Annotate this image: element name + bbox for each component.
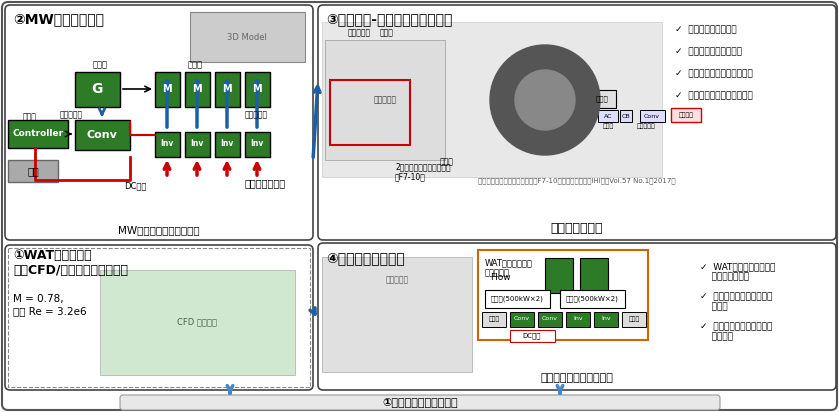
Bar [594, 312, 618, 327]
Text: ①WATコンセプト
全機CFD/対応遷音速風洞試験: ①WATコンセプト 全機CFD/対応遷音速風洞試験 [13, 249, 128, 277]
Text: M = 0.78,
風洞 Re = 3.2e6: M = 0.78, 風洞 Re = 3.2e6 [13, 294, 86, 316]
Text: MW級発電電動機試験装置: MW級発電電動機試験装置 [118, 225, 200, 235]
Text: 遮断器: 遮断器 [602, 123, 613, 129]
Bar [560, 290, 625, 308]
Text: Inv: Inv [602, 316, 611, 321]
Text: モータ: モータ [187, 61, 202, 70]
Bar [215, 132, 240, 157]
Text: 2軸ターボファンエンジン
（F7-10）: 2軸ターボファンエンジン （F7-10） [395, 162, 451, 182]
Text: 制御器: 制御器 [628, 316, 639, 322]
Text: DCバス: DCバス [124, 182, 146, 190]
Bar [75, 120, 130, 150]
Text: 供試体を組込み: 供試体を組込み [245, 178, 286, 188]
Bar [588, 90, 616, 108]
Text: G: G [91, 82, 102, 96]
Bar [245, 132, 270, 157]
Text: ④高空環境実証試験: ④高空環境実証試験 [326, 251, 404, 265]
Text: ①実機システム性能評価: ①実機システム性能評価 [383, 398, 458, 408]
FancyBboxPatch shape [120, 395, 720, 410]
Text: ✓  発電機の出力性能計測: ✓ 発電機の出力性能計測 [675, 47, 742, 56]
Text: Inv: Inv [221, 140, 234, 148]
Text: ②MW級供試体試験: ②MW級供試体試験 [13, 12, 104, 26]
Bar [322, 257, 472, 372]
Bar [671, 108, 701, 122]
Text: DC電源: DC電源 [523, 333, 541, 339]
Text: Inv: Inv [250, 140, 263, 148]
Text: Conv: Conv [644, 113, 660, 119]
Bar [215, 72, 240, 107]
Text: Conv: Conv [542, 316, 558, 321]
Bar [478, 250, 648, 340]
Text: M: M [192, 84, 202, 94]
Text: ✓  模擬故障時の保護機能実証: ✓ 模擬故障時の保護機能実証 [675, 91, 753, 101]
FancyBboxPatch shape [318, 243, 836, 390]
Bar [155, 132, 180, 157]
Bar [185, 132, 210, 157]
Bar [598, 110, 618, 122]
Bar [330, 80, 410, 145]
Text: M: M [162, 84, 172, 94]
Text: 発電機: 発電機 [92, 61, 107, 70]
FancyBboxPatch shape [5, 245, 313, 390]
Bar [100, 270, 295, 375]
Text: 尾部ファン: 尾部ファン [385, 276, 409, 285]
Bar [155, 72, 180, 107]
Bar [8, 160, 58, 182]
FancyBboxPatch shape [318, 5, 836, 240]
Text: Flow: Flow [490, 274, 511, 283]
Text: 電力源システム: 電力源システム [550, 222, 603, 234]
Text: 主エンジン: 主エンジン [348, 28, 371, 37]
Bar [545, 258, 573, 293]
Text: ✓  WATナセル内相当環境
    （低温・低圧）: ✓ WATナセル内相当環境 （低温・低圧） [700, 262, 775, 281]
Bar [510, 330, 555, 342]
Bar [185, 72, 210, 107]
Text: 電力負荷: 電力負荷 [679, 112, 694, 118]
Text: ✓  電動機の出力・冷却性能
    の計測: ✓ 電動機の出力・冷却性能 の計測 [700, 292, 773, 311]
Text: エンジン図出典：坪本、森脇、F7-10エンジンの設計、IHI技報Vol.57 No.1（2017）: エンジン図出典：坪本、森脇、F7-10エンジンの設計、IHI技報Vol.57 N… [478, 178, 675, 184]
Bar [640, 110, 665, 122]
Text: 3D Model: 3D Model [227, 33, 267, 42]
Text: 発電機: 発電機 [440, 157, 454, 166]
Text: M: M [253, 84, 262, 94]
Bar [566, 312, 590, 327]
Text: Conv: Conv [514, 316, 530, 321]
Bar [8, 120, 68, 148]
Text: 制御器: 制御器 [23, 112, 37, 122]
Text: M: M [222, 84, 232, 94]
Text: Inv: Inv [190, 140, 204, 148]
Text: ✓  発電時のエンジン性能計測: ✓ 発電時のエンジン性能計測 [675, 70, 753, 79]
Bar [538, 312, 562, 327]
Text: 主エンジン: 主エンジン [373, 96, 397, 105]
Bar [75, 72, 120, 107]
Text: AC: AC [604, 113, 612, 119]
Text: 発電機: 発電機 [380, 28, 393, 37]
Text: 電力変換器: 電力変換器 [637, 123, 655, 129]
Bar [510, 312, 534, 327]
Text: CFD 解析結果: CFD 解析結果 [177, 318, 217, 326]
Text: WATナセル内模擬
低圧・低温: WATナセル内模擬 低圧・低温 [485, 258, 533, 277]
Circle shape [505, 60, 585, 140]
FancyBboxPatch shape [5, 5, 313, 240]
Text: ✓  実エンジン統合環境: ✓ 実エンジン統合環境 [675, 26, 737, 35]
Text: 電力変換器: 電力変換器 [60, 110, 83, 119]
Text: 制御器: 制御器 [596, 96, 608, 102]
Bar [620, 110, 632, 122]
Bar [8, 248, 310, 387]
Bar [485, 290, 550, 308]
Text: Controller: Controller [13, 129, 64, 138]
Bar [622, 312, 646, 327]
Bar [245, 72, 270, 107]
Bar [580, 258, 608, 293]
Text: Inv: Inv [160, 140, 174, 148]
Circle shape [497, 52, 593, 148]
Bar [190, 12, 305, 62]
Text: 発電機(500kW×2): 発電機(500kW×2) [491, 296, 544, 302]
Bar [325, 40, 445, 160]
Text: 制御器: 制御器 [488, 316, 500, 322]
Text: 電源: 電源 [27, 166, 39, 176]
Bar [482, 312, 506, 327]
Circle shape [490, 45, 600, 155]
Text: 電動機(500kW×2): 電動機(500kW×2) [565, 296, 618, 302]
Circle shape [515, 70, 575, 130]
